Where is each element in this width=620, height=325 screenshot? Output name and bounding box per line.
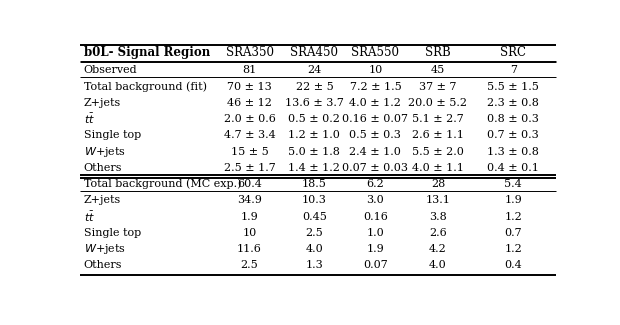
Text: 60.4: 60.4 <box>237 179 262 189</box>
Text: 2.0 ± 0.6: 2.0 ± 0.6 <box>224 114 275 124</box>
Text: $t\bar{t}$: $t\bar{t}$ <box>84 112 95 126</box>
Text: Z+jets: Z+jets <box>84 195 121 205</box>
Text: 11.6: 11.6 <box>237 244 262 254</box>
Text: 18.5: 18.5 <box>302 179 327 189</box>
Text: 1.2: 1.2 <box>505 212 522 222</box>
Text: 0.5 ± 0.2: 0.5 ± 0.2 <box>288 114 340 124</box>
Text: SRA450: SRA450 <box>290 46 339 59</box>
Text: 15 ± 5: 15 ± 5 <box>231 147 268 157</box>
Text: 4.7 ± 3.4: 4.7 ± 3.4 <box>224 130 275 140</box>
Text: Z+jets: Z+jets <box>84 98 121 108</box>
Text: 0.8 ± 0.3: 0.8 ± 0.3 <box>487 114 539 124</box>
Text: 34.9: 34.9 <box>237 195 262 205</box>
Text: b0L- Signal Region: b0L- Signal Region <box>84 46 210 59</box>
Text: 46 ± 12: 46 ± 12 <box>227 98 272 108</box>
Text: $t\bar{t}$: $t\bar{t}$ <box>84 210 95 224</box>
Text: $W$+jets: $W$+jets <box>84 242 126 256</box>
Text: 1.9: 1.9 <box>366 244 384 254</box>
Text: 5.5 ± 2.0: 5.5 ± 2.0 <box>412 147 464 157</box>
Text: 2.6 ± 1.1: 2.6 ± 1.1 <box>412 130 464 140</box>
Text: 1.2: 1.2 <box>505 244 522 254</box>
Text: 3.8: 3.8 <box>429 212 447 222</box>
Text: 37 ± 7: 37 ± 7 <box>419 82 456 92</box>
Text: Others: Others <box>84 260 122 270</box>
Text: Others: Others <box>84 163 122 173</box>
Text: 7.2 ± 1.5: 7.2 ± 1.5 <box>350 82 401 92</box>
Text: 45: 45 <box>431 65 445 75</box>
Text: 2.5 ± 1.7: 2.5 ± 1.7 <box>224 163 275 173</box>
Text: 0.7 ± 0.3: 0.7 ± 0.3 <box>487 130 539 140</box>
Text: 6.2: 6.2 <box>366 179 384 189</box>
Text: 13.6 ± 3.7: 13.6 ± 3.7 <box>285 98 344 108</box>
Text: 1.3 ± 0.8: 1.3 ± 0.8 <box>487 147 539 157</box>
Text: 2.5: 2.5 <box>306 228 323 238</box>
Text: 5.5 ± 1.5: 5.5 ± 1.5 <box>487 82 539 92</box>
Text: 5.0 ± 1.8: 5.0 ± 1.8 <box>288 147 340 157</box>
Text: 7: 7 <box>510 65 517 75</box>
Text: 10.3: 10.3 <box>302 195 327 205</box>
Text: 0.4 ± 0.1: 0.4 ± 0.1 <box>487 163 539 173</box>
Text: 81: 81 <box>242 65 257 75</box>
Text: SRA550: SRA550 <box>352 46 399 59</box>
Text: SRC: SRC <box>500 46 526 59</box>
Text: Single top: Single top <box>84 228 141 238</box>
Text: 22 ± 5: 22 ± 5 <box>296 82 334 92</box>
Text: 4.0 ± 1.2: 4.0 ± 1.2 <box>350 98 401 108</box>
Text: 3.0: 3.0 <box>366 195 384 205</box>
Text: 20.0 ± 5.2: 20.0 ± 5.2 <box>409 98 467 108</box>
Text: 1.3: 1.3 <box>306 260 323 270</box>
Text: $W$+jets: $W$+jets <box>84 145 126 159</box>
Text: 4.0 ± 1.1: 4.0 ± 1.1 <box>412 163 464 173</box>
Text: 4.0: 4.0 <box>429 260 447 270</box>
Text: Observed: Observed <box>84 65 138 75</box>
Text: 2.6: 2.6 <box>429 228 447 238</box>
Text: 1.0: 1.0 <box>366 228 384 238</box>
Text: 0.7: 0.7 <box>505 228 522 238</box>
Text: 0.4: 0.4 <box>505 260 522 270</box>
Text: 0.07 ± 0.03: 0.07 ± 0.03 <box>342 163 409 173</box>
Text: Total background (fit): Total background (fit) <box>84 81 206 92</box>
Text: 2.4 ± 1.0: 2.4 ± 1.0 <box>350 147 401 157</box>
Text: 1.9: 1.9 <box>505 195 522 205</box>
Text: 10: 10 <box>368 65 383 75</box>
Text: 13.1: 13.1 <box>425 195 450 205</box>
Text: 28: 28 <box>431 179 445 189</box>
Text: 2.5: 2.5 <box>241 260 259 270</box>
Text: 70 ± 13: 70 ± 13 <box>227 82 272 92</box>
Text: SRB: SRB <box>425 46 451 59</box>
Text: SRA350: SRA350 <box>226 46 273 59</box>
Text: 1.2 ± 1.0: 1.2 ± 1.0 <box>288 130 340 140</box>
Text: 0.5 ± 0.3: 0.5 ± 0.3 <box>350 130 401 140</box>
Text: 0.16: 0.16 <box>363 212 388 222</box>
Text: 4.2: 4.2 <box>429 244 447 254</box>
Text: 5.1 ± 2.7: 5.1 ± 2.7 <box>412 114 464 124</box>
Text: Single top: Single top <box>84 130 141 140</box>
Text: 0.07: 0.07 <box>363 260 388 270</box>
Text: 0.45: 0.45 <box>302 212 327 222</box>
Text: 4.0: 4.0 <box>306 244 323 254</box>
Text: 1.4 ± 1.2: 1.4 ± 1.2 <box>288 163 340 173</box>
Text: 0.16 ± 0.07: 0.16 ± 0.07 <box>342 114 409 124</box>
Text: Total background (MC exp.): Total background (MC exp.) <box>84 179 241 189</box>
Text: 5.4: 5.4 <box>505 179 522 189</box>
Text: 1.9: 1.9 <box>241 212 259 222</box>
Text: 10: 10 <box>242 228 257 238</box>
Text: 2.3 ± 0.8: 2.3 ± 0.8 <box>487 98 539 108</box>
Text: 24: 24 <box>308 65 322 75</box>
